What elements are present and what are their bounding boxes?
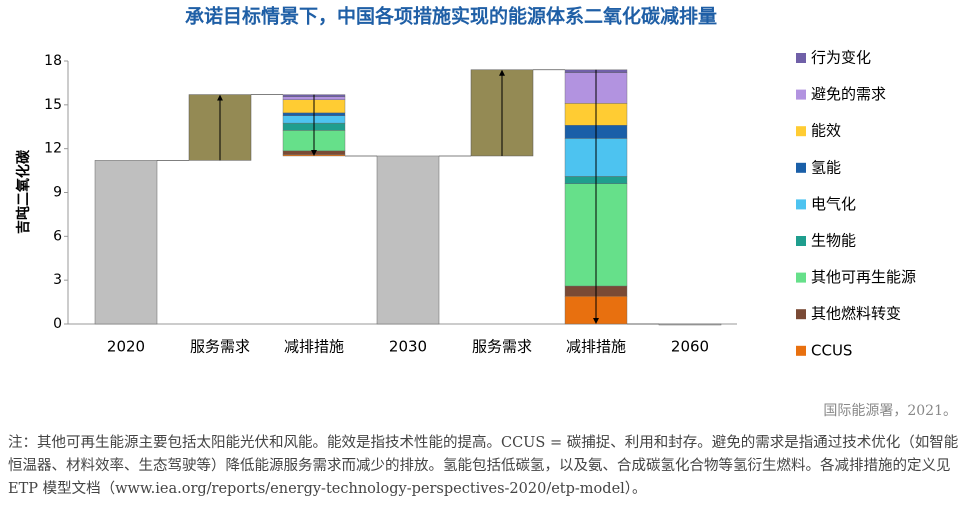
legend-swatch (796, 53, 806, 63)
chart-title: 承诺目标情景下，中国各项措施实现的能源体系二氧化碳减排量 (185, 5, 717, 28)
y-tick-label: 9 (53, 185, 62, 201)
chart: 承诺目标情景下，中国各项措施实现的能源体系二氧化碳减排量 吉吨二氧化碳 0 3 6 9… (15, 5, 916, 360)
legend-swatch (796, 345, 806, 356)
y-tick-label: 6 (53, 228, 62, 244)
legend-swatch (796, 89, 806, 100)
y-tick-label: 12 (44, 141, 62, 157)
total-bar (94, 160, 158, 325)
legend-label: 氢能 (811, 158, 841, 176)
legend-swatch (796, 162, 806, 173)
legend-label: 避免的需求 (811, 85, 886, 103)
legend-label: 行为变化 (811, 49, 871, 67)
y-tick-label: 18 (44, 53, 62, 69)
x-tick-label: 服务需求 (472, 338, 532, 356)
total-bar (658, 323, 722, 326)
source: 国际能源署，2021。 (823, 403, 957, 419)
legend-swatch (796, 309, 806, 320)
x-tick-label: 服务需求 (190, 338, 250, 356)
x-tick-label: 减排措施 (284, 338, 344, 356)
x-tick-label: 2030 (389, 338, 427, 356)
y-tick-label: 3 (53, 272, 62, 288)
y-tick-label: 15 (44, 97, 62, 113)
note: 注：其他可再生能源主要包括太阳能光伏和风能。能效是指技术性能的提高。CCUS =… (8, 435, 959, 497)
x-tick-label: 减排措施 (566, 338, 626, 356)
legend-label: 其他可再生能源 (811, 268, 916, 286)
legend-label: 其他燃料转变 (811, 305, 901, 323)
y-axis-label: 吉吨二氧化碳 (15, 149, 32, 234)
legend-swatch (796, 272, 806, 283)
total-bar (376, 155, 440, 325)
legend-swatch (796, 126, 806, 137)
reduction-segment (282, 154, 346, 157)
x-tick-label: 2020 (107, 338, 145, 356)
legend-swatch (796, 236, 806, 246)
x-tick-label: 2060 (671, 338, 709, 356)
legend-label: CCUS (811, 341, 852, 359)
legend-label: 生物能 (811, 232, 856, 250)
legend-swatch (796, 199, 806, 210)
legend-label: 能效 (811, 122, 841, 140)
y-tick-label: 0 (53, 316, 62, 332)
legend-label: 电气化 (811, 195, 856, 213)
